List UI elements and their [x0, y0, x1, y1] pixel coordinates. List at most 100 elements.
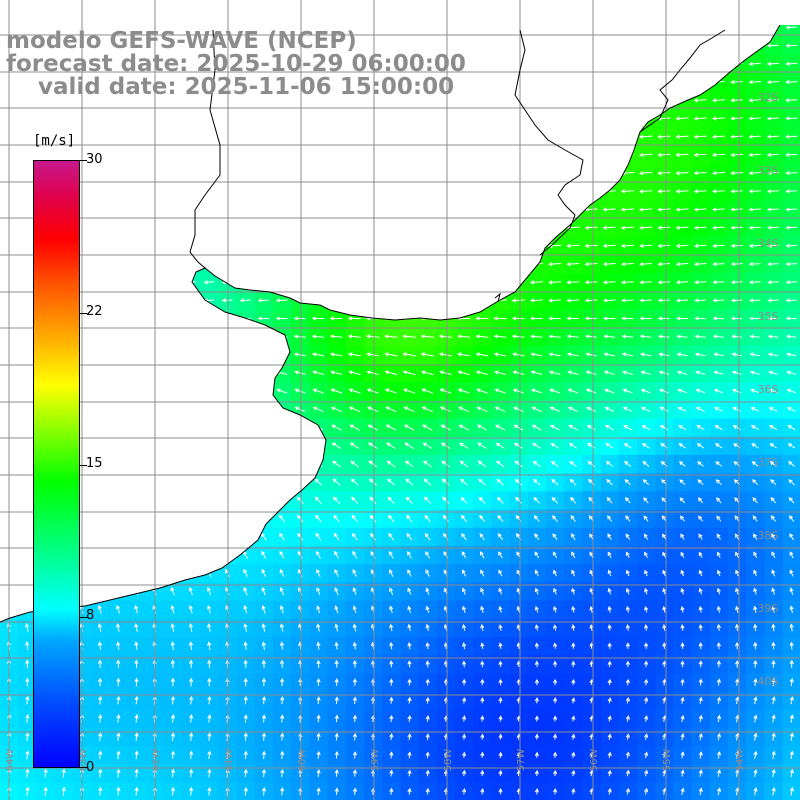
- wind-speed-cell: [236, 127, 256, 147]
- wind-arrow: [749, 334, 761, 339]
- wind-arrow: [639, 189, 653, 194]
- wind-arrow: [259, 8, 268, 11]
- wind-arrow: [131, 388, 141, 394]
- wind-speed-cell: [163, 200, 183, 219]
- wind-arrow: [693, 189, 707, 194]
- wind-arrow: [278, 514, 286, 523]
- wind-arrow: [585, 388, 597, 394]
- wind-arrow: [750, 8, 761, 11]
- colorbar-label-8: 8: [86, 608, 95, 623]
- wind-speed-cell: [418, 163, 438, 183]
- wind-speed-cell: [564, 109, 583, 128]
- wind-speed-cell: [400, 236, 420, 256]
- wind-arrow: [680, 714, 685, 722]
- wind-arrow: [771, 569, 776, 577]
- wind-arrow: [530, 43, 543, 48]
- wind-arrow: [584, 243, 598, 249]
- wind-speed-cell: [273, 109, 292, 128]
- wind-arrow: [239, 352, 251, 357]
- wind-arrow: [498, 569, 503, 577]
- wind-arrow: [239, 225, 251, 230]
- wind-arrow: [348, 388, 361, 394]
- wind-arrow: [607, 642, 612, 649]
- wind-speed-cell: [564, 182, 583, 201]
- wind-arrow: [207, 786, 212, 796]
- wind-arrow: [493, 207, 507, 212]
- wind-arrow: [116, 714, 121, 723]
- wind-arrow: [735, 551, 739, 559]
- wind-arrow: [134, 695, 139, 705]
- wind-arrow: [24, 586, 30, 596]
- wind-arrow: [498, 788, 503, 795]
- wind-speed-cell: [127, 418, 147, 438]
- wind-arrow: [498, 587, 503, 595]
- wind-arrow: [641, 406, 651, 412]
- wind-arrow: [367, 25, 378, 30]
- wind-arrow: [753, 551, 758, 559]
- wind-speed-cell: [455, 273, 474, 292]
- wind-arrow: [662, 624, 667, 631]
- wind-arrow: [639, 98, 653, 103]
- wind-arrow: [439, 25, 451, 30]
- wind-arrow: [512, 352, 525, 357]
- wind-arrow: [495, 442, 505, 449]
- wind-arrow: [366, 352, 380, 357]
- wind-arrow: [677, 407, 687, 412]
- wind-speed-cell: [618, 91, 638, 110]
- wind-arrow: [404, 460, 414, 468]
- wind-arrow: [584, 298, 598, 303]
- wind-arrow: [461, 569, 467, 577]
- wind-speed-cell: [91, 527, 110, 547]
- wind-arrow: [312, 207, 324, 212]
- wind-arrow: [41, 8, 50, 11]
- wind-arrow: [96, 8, 105, 11]
- wind-speed-cell: [327, 254, 347, 274]
- wind-arrow: [257, 370, 269, 375]
- wind-arrow: [402, 352, 416, 357]
- wind-arrow: [475, 116, 488, 121]
- wind-arrow: [420, 370, 434, 376]
- wind-arrow: [112, 152, 123, 157]
- wind-arrow: [766, 98, 780, 103]
- wind-arrow: [368, 8, 378, 11]
- wind-arrow: [480, 769, 485, 777]
- wind-arrow: [276, 189, 288, 194]
- wind-speed-cell: [236, 455, 256, 474]
- wind-arrow: [767, 316, 779, 321]
- wind-arrow: [352, 623, 357, 632]
- wind-speed-cell: [200, 364, 219, 383]
- wind-speed-cell: [527, 127, 547, 147]
- wind-arrow: [170, 695, 176, 705]
- wind-arrow: [680, 696, 685, 704]
- wind-arrow: [384, 152, 397, 157]
- longitude-label: 62W: [151, 749, 162, 772]
- wind-speed-cell: [36, 0, 55, 19]
- wind-speed-cell: [109, 382, 128, 401]
- wind-arrow: [279, 532, 285, 541]
- wind-arrow: [402, 280, 416, 285]
- wind-speed-cell: [419, 0, 438, 19]
- wind-speed-cell: [309, 163, 329, 183]
- wind-arrow: [534, 533, 540, 541]
- wind-arrow: [644, 715, 649, 722]
- wind-arrow: [698, 678, 703, 686]
- wind-arrow: [276, 134, 287, 139]
- wind-speed-cell: [600, 54, 620, 74]
- wind-arrow: [511, 334, 525, 339]
- wind-speed-cell: [309, 254, 329, 274]
- wind-arrow: [716, 696, 722, 704]
- wind-arrow: [330, 243, 343, 248]
- wind-arrow: [186, 442, 196, 449]
- wind-speed-cell: [455, 163, 474, 183]
- wind-arrow: [261, 604, 266, 614]
- wind-arrow: [607, 715, 612, 722]
- wind-arrow: [548, 116, 561, 121]
- wind-arrow: [348, 116, 360, 121]
- wind-speed-cell: [400, 182, 420, 201]
- wind-arrow: [495, 424, 506, 431]
- wind-arrow: [276, 116, 287, 121]
- wind-speed-cell: [345, 127, 365, 147]
- wind-speed-cell: [345, 145, 365, 165]
- wind-arrow: [275, 316, 288, 321]
